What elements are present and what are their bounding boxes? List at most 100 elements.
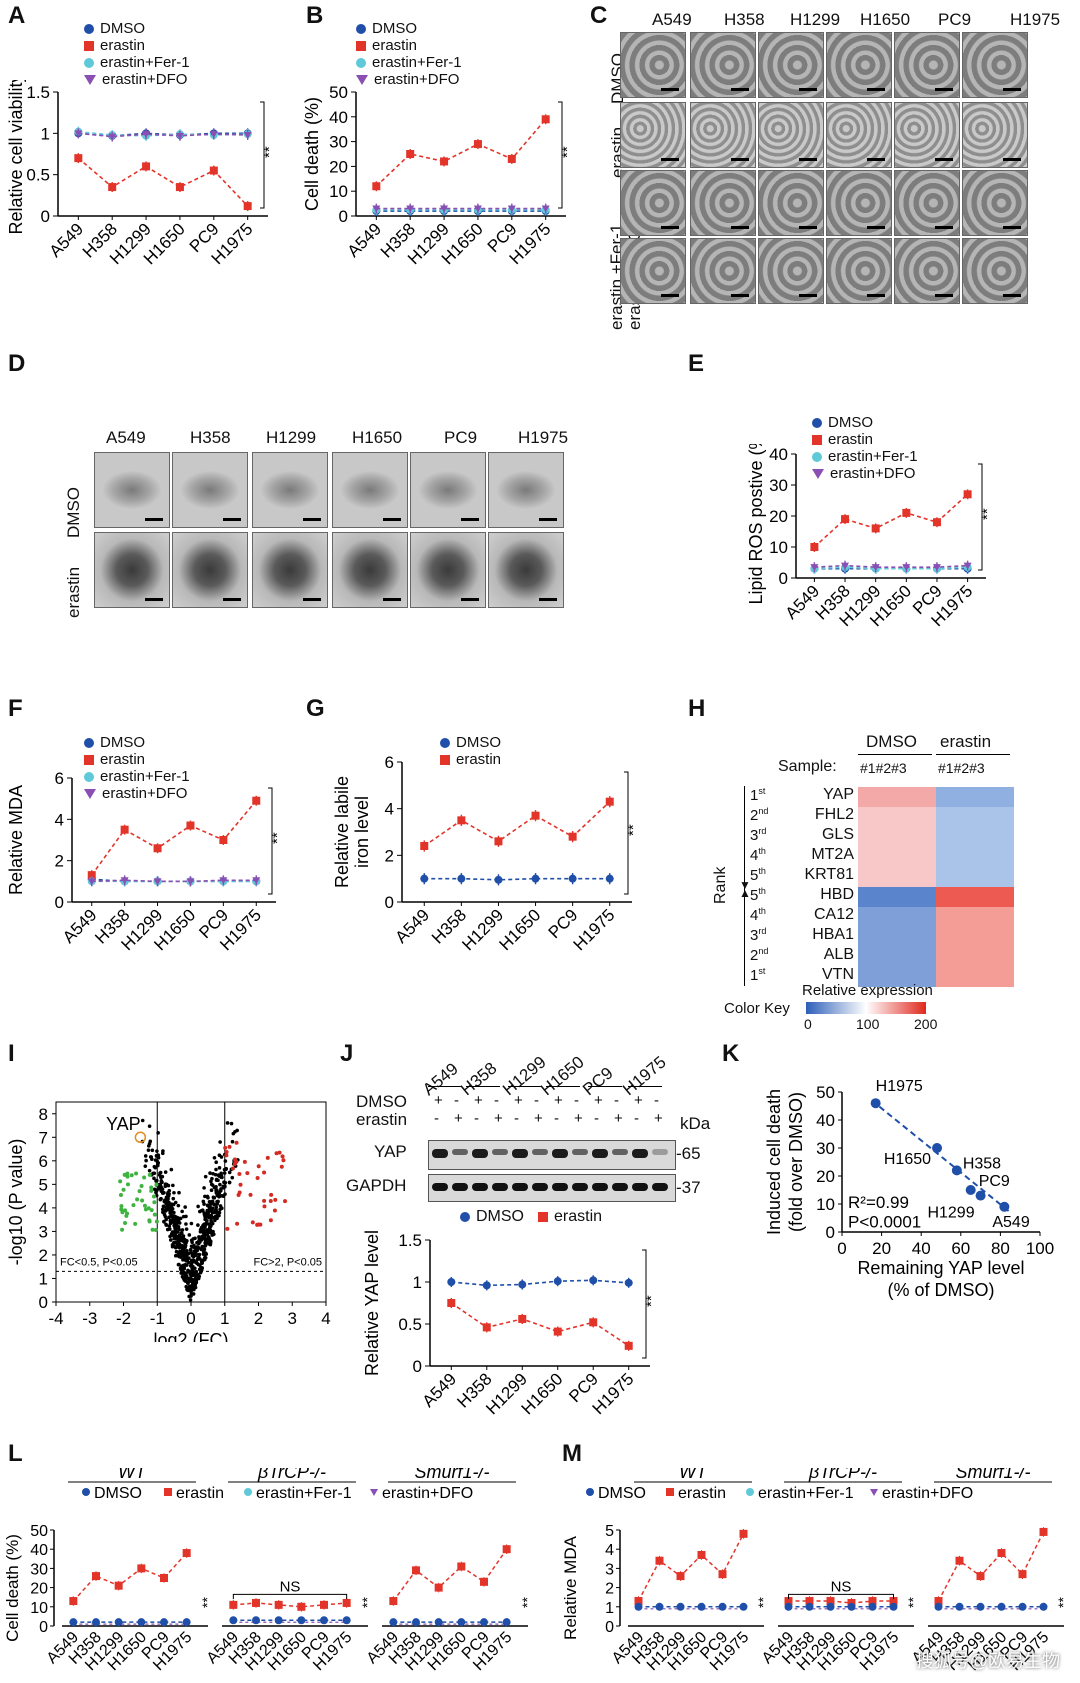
series-line (450, 1302, 630, 1347)
volcano-point (147, 1124, 152, 1128)
yap-band (652, 1149, 668, 1155)
col-label: H1975 (518, 428, 569, 447)
x-tick-label: -3 (82, 1309, 97, 1328)
data-point (160, 1618, 168, 1627)
y-axis-label: -log10 (P value) (6, 1139, 26, 1266)
volcano-point (214, 1208, 218, 1212)
heatmap-cell (858, 927, 884, 947)
scale-bar (935, 88, 953, 91)
significance-bracket (268, 787, 273, 895)
gapdh-band (612, 1183, 628, 1191)
point-label: H1299 (927, 1205, 974, 1222)
plus-minus: - (514, 1110, 519, 1127)
down-regulated-point (149, 1185, 154, 1190)
volcano-point (185, 1248, 189, 1253)
rank-label: 5th (750, 886, 766, 904)
rank-label: 5th (750, 866, 766, 884)
volcano-point (161, 1210, 165, 1215)
volcano-point (171, 1202, 176, 1207)
heatmap-cell (962, 907, 988, 927)
x-tick-label: H1299 (458, 905, 507, 954)
volcano-point (215, 1199, 219, 1204)
data-point (541, 115, 550, 124)
down-regulated-point (122, 1172, 127, 1177)
samples-dmso: #1#2#3 (860, 760, 907, 776)
volcano-point (176, 1240, 181, 1245)
down-regulated-point (129, 1173, 134, 1178)
data-point (406, 205, 415, 213)
plus-minus: + (574, 1110, 583, 1127)
col-label: PC9 (938, 10, 972, 29)
y-tick-label: 0 (779, 569, 788, 588)
x-tick-label: 80 (991, 1239, 1010, 1258)
data-point (243, 202, 252, 211)
gene-label: HBA1 (812, 926, 854, 943)
data-point (440, 205, 449, 213)
volcano-point (177, 1190, 181, 1195)
volcano-point (208, 1214, 213, 1218)
volcano-point (167, 1192, 171, 1196)
gene-label: MT2A (811, 846, 854, 863)
volcano-point (163, 1170, 168, 1174)
volcano-point (223, 1192, 227, 1196)
data-point (412, 1618, 420, 1627)
gapdh-band (512, 1183, 528, 1191)
colorkey-tick: 200 (914, 1016, 938, 1032)
panel-letter-e: E (688, 350, 705, 377)
data-point (457, 874, 466, 883)
x-axis-label: log2 (FC) (153, 1330, 228, 1342)
volcano-point (222, 1171, 227, 1175)
kda-37: -37 (676, 1178, 701, 1197)
heatmap-cell (988, 827, 1014, 847)
plus-minus: - (574, 1092, 579, 1109)
volcano-point (183, 1245, 187, 1249)
data-point (92, 1618, 100, 1627)
volcano-point (203, 1194, 207, 1199)
data-point (420, 842, 429, 850)
plus-minus: + (474, 1092, 483, 1109)
data-point (951, 1165, 962, 1176)
volcano-point (155, 1178, 159, 1183)
legend-b: DMSO erastin erastin+Fer-1 erastin+DFO (356, 20, 462, 88)
divider (858, 754, 932, 755)
samples-erastin: #1#2#3 (938, 760, 985, 776)
plus-minus: + (594, 1092, 603, 1109)
volcano-point (176, 1254, 181, 1258)
microscopy-image (620, 32, 686, 98)
heatmap-cell (910, 927, 936, 947)
volcano-point (147, 1144, 151, 1148)
data-point (153, 878, 162, 886)
colorkey-tick: 0 (804, 1016, 812, 1032)
up-regulated-point (265, 1155, 270, 1160)
legend-g: DMSO erastin (440, 734, 501, 768)
point-label: A549 (992, 1214, 1029, 1231)
significance-label: ** (199, 1597, 215, 1608)
heatmap-cell (936, 787, 962, 807)
scale-bar (223, 598, 241, 601)
significance-bracket (558, 101, 563, 209)
y-axis-label: Relative labile (332, 776, 352, 888)
microscopy-image (826, 102, 892, 168)
down-regulated-point (154, 1182, 159, 1187)
legend-label: DMSO (598, 1485, 646, 1502)
heatmap-cell (884, 907, 910, 927)
down-regulated-point (139, 1184, 144, 1189)
volcano-point (173, 1253, 178, 1258)
volcano-point (205, 1233, 210, 1237)
scale-bar (661, 294, 679, 297)
y-axis-label: Lipid ROS postive (%) (746, 444, 766, 605)
sample-label: Sample: (778, 758, 837, 775)
erastin-marker-icon (84, 754, 94, 765)
data-point (568, 832, 577, 841)
data-point (1039, 1602, 1048, 1611)
col-label: H1299 (790, 10, 841, 29)
volcano-point (196, 1276, 201, 1281)
up-regulated-point (279, 1164, 284, 1169)
data-point (810, 543, 819, 551)
volcano-point (214, 1177, 219, 1182)
down-regulated-point (152, 1200, 157, 1205)
y-tick-label: 0 (39, 1619, 48, 1636)
legend-erastin: erastin (456, 751, 502, 768)
legend-f: DMSO erastin erastin+Fer-1 erastin+DFO (84, 734, 190, 802)
group-label: WT (118, 1468, 148, 1482)
